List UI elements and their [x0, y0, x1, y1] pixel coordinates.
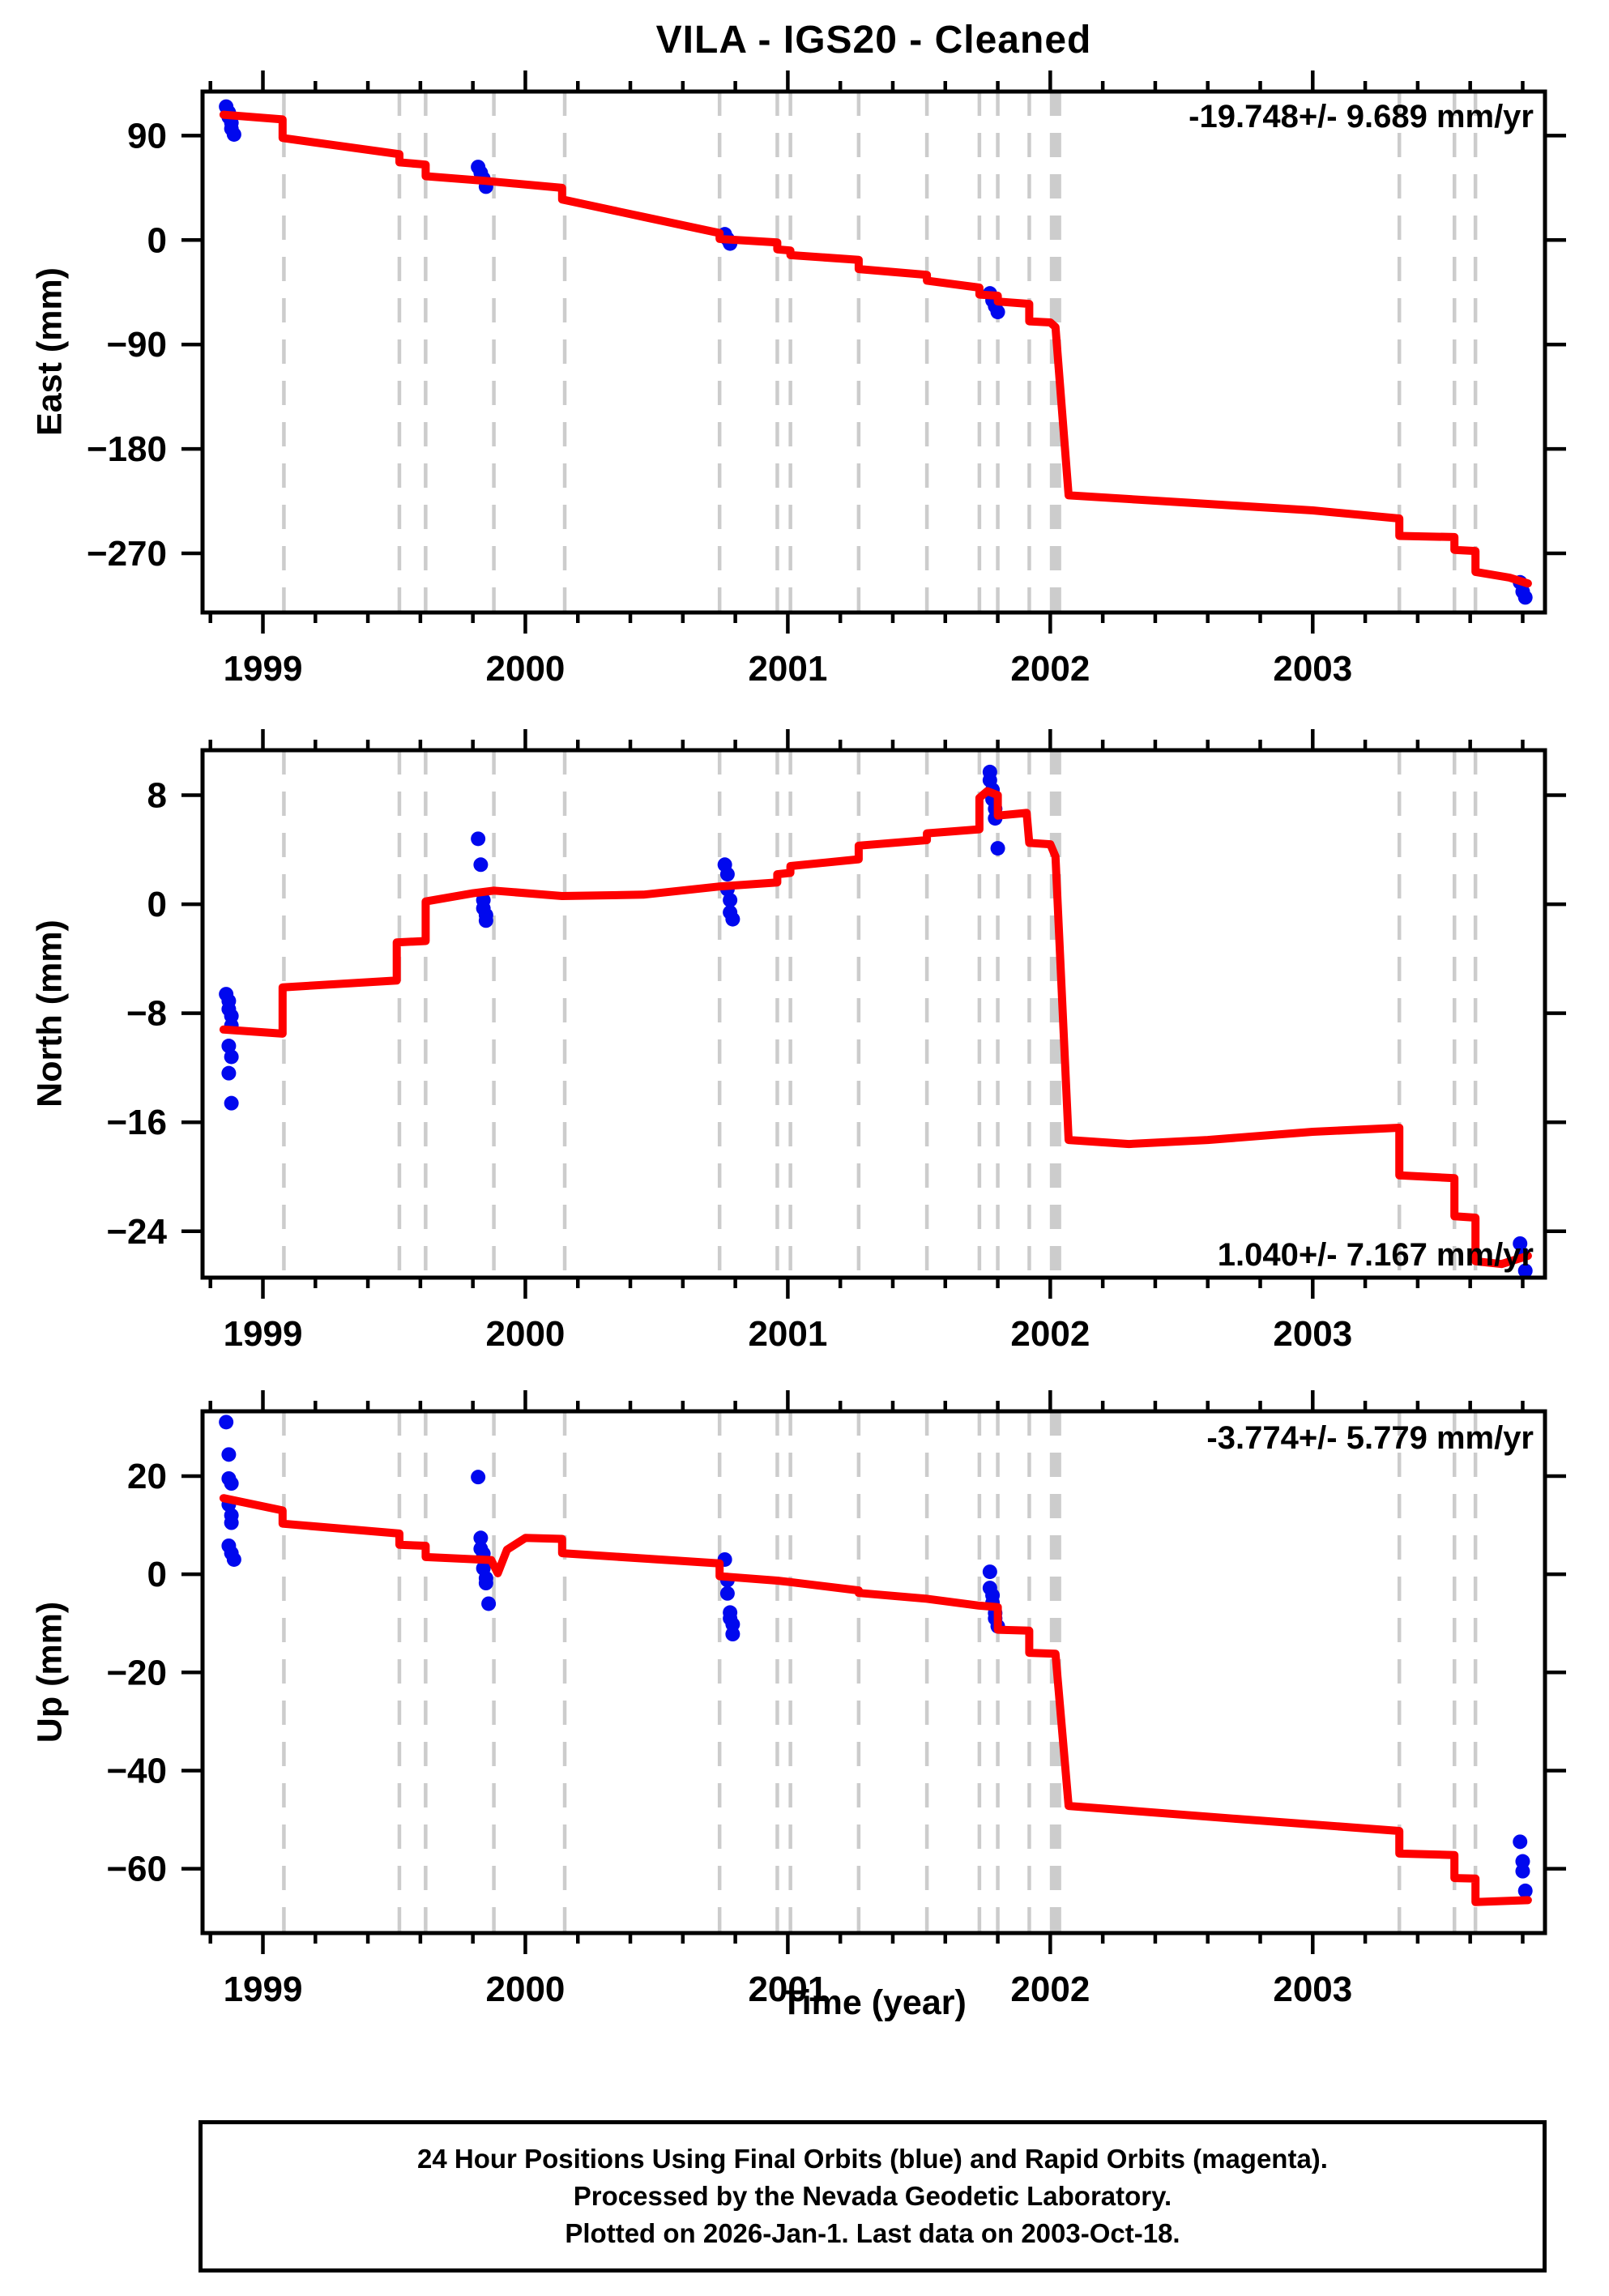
up-frame: [200, 1409, 1547, 1935]
x-tick-label: 2001: [748, 1970, 827, 2009]
y-tick-label: −90: [106, 325, 167, 365]
x-tick-label: 2001: [748, 1314, 827, 1354]
y-tick-label: −16: [106, 1103, 167, 1142]
data-point: [226, 126, 241, 142]
data-point: [478, 1576, 493, 1591]
data-point: [725, 911, 740, 927]
data-point: [725, 1627, 740, 1642]
caption-line-plotted: Plotted on 2026-Jan-1. Last data on 2003…: [565, 2218, 1180, 2248]
data-point: [224, 1095, 239, 1111]
east-axis-label: East (mm): [30, 267, 70, 436]
data-point: [982, 1564, 997, 1580]
data-point: [226, 1551, 241, 1567]
time-axis-label: Time (year): [781, 1983, 967, 2022]
x-tick-label: 2003: [1273, 1314, 1352, 1354]
east-model-line: [219, 110, 1532, 588]
caption-line-orbits: 24 Hour Positions Using Final Orbits (bl…: [417, 2144, 1328, 2174]
data-point: [1515, 1863, 1530, 1879]
data-point: [723, 893, 738, 908]
data-point: [478, 913, 493, 928]
data-point: [221, 1065, 237, 1081]
up-ticks: [208, 1390, 1525, 1954]
east-ticks: [208, 70, 1525, 634]
east-rate-annotation: -19.748+/- 9.689 mm/yr: [1189, 99, 1534, 134]
y-tick-label: 90: [127, 116, 167, 156]
east-data-points: [219, 99, 1533, 605]
north-axis-label: North (mm): [30, 920, 70, 1107]
data-point: [1513, 1235, 1528, 1251]
up-event-lines: [282, 1411, 1478, 1933]
x-tick-label: 2002: [1010, 649, 1090, 689]
north-rate-annotation: 1.040+/- 7.167 mm/yr: [1217, 1237, 1534, 1273]
north-ticks: [208, 729, 1525, 1299]
data-point: [221, 1039, 237, 1054]
data-point: [471, 831, 486, 847]
data-point: [990, 841, 1005, 856]
x-tick-label: 2003: [1273, 649, 1352, 689]
data-point: [473, 857, 489, 873]
x-tick-label: 1999: [224, 1314, 303, 1354]
east-panel: 1999 2000 2001 2002 2003 90 0 −90 −180 −270: [87, 70, 1566, 689]
data-point: [224, 1515, 239, 1530]
data-point: [1513, 1834, 1528, 1850]
data-point: [1517, 1883, 1533, 1898]
y-tick-label: −180: [87, 429, 167, 469]
north-panel: 1999 2000 2001 2002 2003 8 0 −8 −16 −24: [106, 729, 1566, 1354]
y-tick-label: 0: [147, 220, 167, 260]
data-point: [990, 305, 1005, 320]
y-tick-label: 20: [127, 1457, 167, 1496]
data-point: [719, 1585, 735, 1601]
east-event-lines: [282, 92, 1478, 612]
x-tick-label: 2001: [748, 649, 827, 689]
y-tick-label: −60: [106, 1850, 167, 1889]
x-tick-label: 2000: [486, 649, 565, 689]
east-frame: [200, 89, 1547, 615]
data-point: [481, 1596, 497, 1611]
data-point: [1517, 590, 1533, 605]
y-tick-label: 8: [147, 776, 167, 816]
data-point: [1517, 1263, 1533, 1278]
data-point: [471, 1470, 486, 1485]
x-tick-label: 1999: [224, 649, 303, 689]
y-tick-label: 0: [147, 1555, 167, 1594]
north-frame: [200, 748, 1547, 1280]
up-rate-annotation: -3.774+/- 5.779 mm/yr: [1206, 1420, 1534, 1456]
x-tick-label: 2003: [1273, 1970, 1352, 2009]
x-tick-label: 2000: [486, 1314, 565, 1354]
data-point: [221, 1447, 237, 1462]
y-tick-label: −20: [106, 1653, 167, 1692]
caption-line-processed: Processed by the Nevada Geodetic Laborat…: [573, 2181, 1172, 2211]
data-point: [224, 1476, 239, 1492]
chart-title: VILA - IGS20 - Cleaned: [655, 19, 1092, 62]
x-tick-label: 2002: [1010, 1970, 1090, 2009]
north-model-line: [219, 787, 1532, 1269]
data-point: [219, 1415, 234, 1430]
up-model-line: [219, 1494, 1532, 1906]
y-tick-label: 0: [147, 885, 167, 924]
y-tick-label: −40: [106, 1751, 167, 1790]
data-point: [473, 1530, 489, 1546]
caption-box: 24 Hour Positions Using Final Orbits (bl…: [198, 2120, 1547, 2273]
up-axis-label: Up (mm): [30, 1601, 70, 1743]
y-tick-label: −270: [87, 534, 167, 574]
y-tick-label: −8: [126, 994, 167, 1034]
y-tick-label: −24: [106, 1212, 167, 1252]
x-tick-label: 2002: [1010, 1314, 1090, 1354]
x-tick-label: 2000: [486, 1970, 565, 2009]
data-point: [224, 1049, 239, 1065]
data-point: [719, 867, 735, 882]
x-tick-label: 1999: [224, 1970, 303, 2009]
north-event-lines: [282, 750, 1478, 1278]
up-panel: 1999 2000 2001 2002 2003 20 0 −20 −40 −60: [106, 1390, 1566, 2009]
